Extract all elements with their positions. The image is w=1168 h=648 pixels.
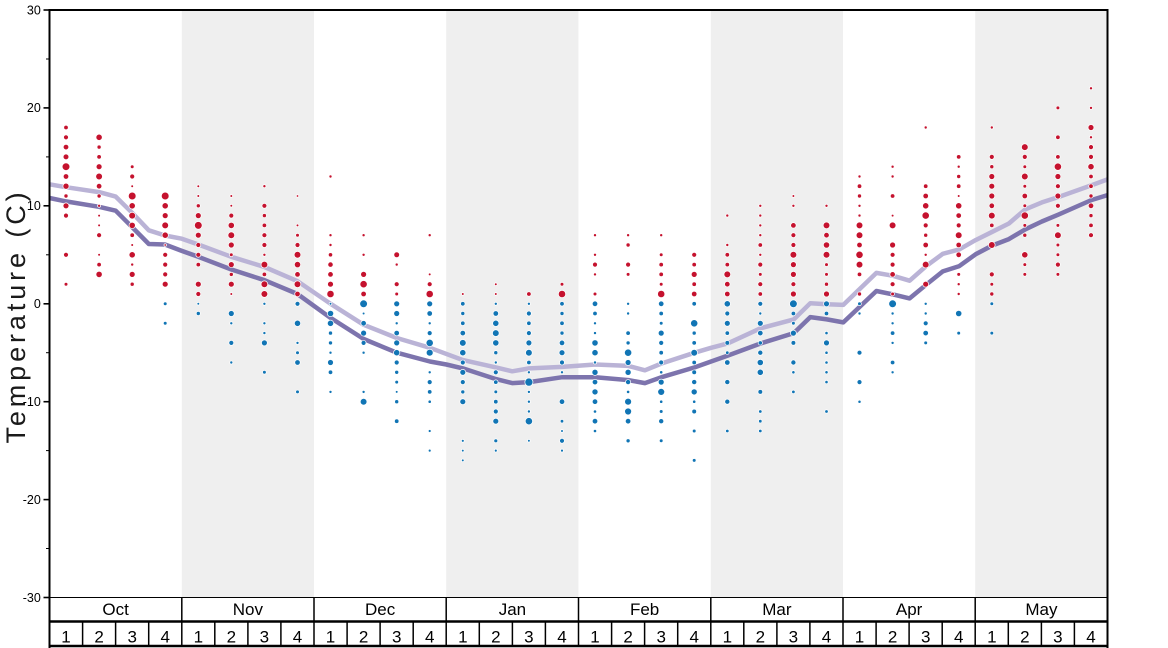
svg-text:2: 2 [888, 628, 897, 647]
svg-text:20: 20 [27, 101, 41, 115]
svg-text:4: 4 [293, 628, 302, 647]
svg-text:1: 1 [855, 628, 864, 647]
svg-text:2: 2 [227, 628, 236, 647]
svg-text:-20: -20 [23, 493, 41, 507]
svg-text:May: May [1025, 600, 1058, 619]
svg-text:Temperature (C): Temperature (C) [1, 188, 31, 443]
svg-text:3: 3 [524, 628, 533, 647]
svg-text:4: 4 [160, 628, 169, 647]
svg-text:Apr: Apr [896, 600, 923, 619]
svg-text:3: 3 [1053, 628, 1062, 647]
svg-text:0: 0 [34, 297, 41, 311]
svg-text:Dec: Dec [365, 600, 396, 619]
svg-text:-10: -10 [23, 395, 41, 409]
svg-text:1: 1 [458, 628, 467, 647]
svg-text:4: 4 [425, 628, 434, 647]
svg-text:4: 4 [954, 628, 963, 647]
svg-text:Feb: Feb [630, 600, 659, 619]
svg-text:2: 2 [756, 628, 765, 647]
svg-text:Oct: Oct [102, 600, 129, 619]
svg-text:3: 3 [260, 628, 269, 647]
svg-text:1: 1 [61, 628, 70, 647]
svg-text:Jan: Jan [499, 600, 526, 619]
svg-text:4: 4 [822, 628, 831, 647]
svg-text:10: 10 [27, 199, 41, 213]
svg-text:3: 3 [392, 628, 401, 647]
svg-text:Nov: Nov [233, 600, 264, 619]
svg-text:30: 30 [27, 3, 41, 17]
svg-text:2: 2 [94, 628, 103, 647]
svg-text:Mar: Mar [762, 600, 792, 619]
svg-text:1: 1 [326, 628, 335, 647]
svg-text:3: 3 [789, 628, 798, 647]
svg-text:2: 2 [491, 628, 500, 647]
svg-text:4: 4 [689, 628, 698, 647]
svg-text:4: 4 [557, 628, 566, 647]
svg-text:1: 1 [723, 628, 732, 647]
svg-text:2: 2 [359, 628, 368, 647]
svg-text:1: 1 [987, 628, 996, 647]
svg-text:3: 3 [656, 628, 665, 647]
svg-text:1: 1 [194, 628, 203, 647]
svg-text:2: 2 [1020, 628, 1029, 647]
svg-text:3: 3 [921, 628, 930, 647]
svg-text:2: 2 [623, 628, 632, 647]
svg-text:-30: -30 [23, 591, 41, 605]
svg-text:3: 3 [127, 628, 136, 647]
svg-text:1: 1 [590, 628, 599, 647]
svg-text:4: 4 [1086, 628, 1095, 647]
